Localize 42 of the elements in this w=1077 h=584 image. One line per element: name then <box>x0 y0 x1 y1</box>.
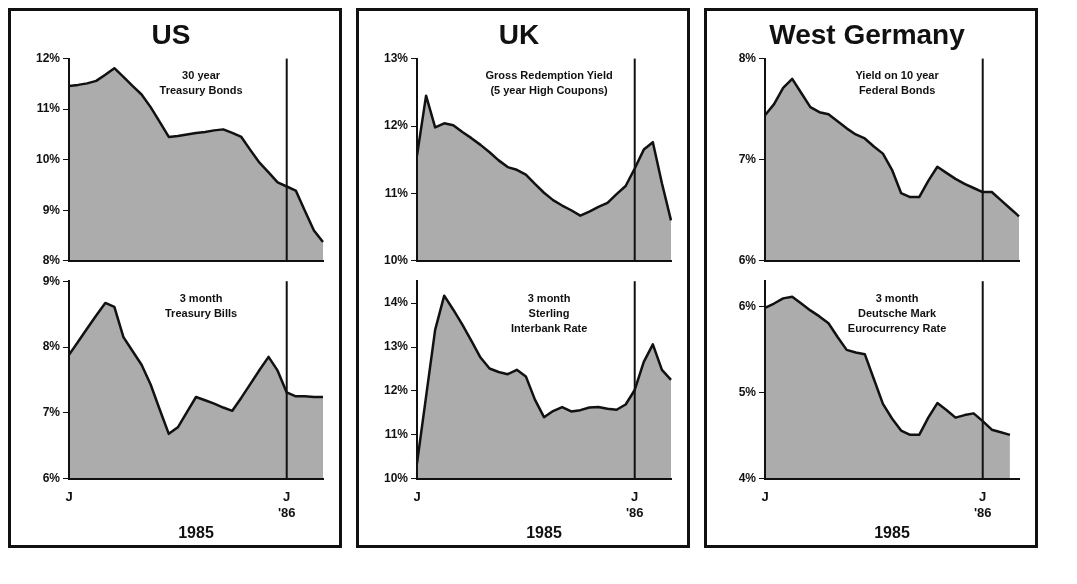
y-tick-label: 9% <box>42 273 61 288</box>
y-tick-label: 10% <box>383 253 409 268</box>
y-tick-label: 5% <box>738 385 757 400</box>
y-tick-label: 14% <box>383 295 409 310</box>
y-tick-label: 4% <box>738 470 757 485</box>
x-tick-label: J <box>413 488 421 504</box>
x-tick-label: J '86 <box>973 488 992 520</box>
y-tick-label: 10% <box>35 152 61 167</box>
y-tick-label: 11% <box>384 185 409 200</box>
y-tick-label: 10% <box>383 470 409 485</box>
y-tick-label: 6% <box>738 299 757 314</box>
x-tick-label: J <box>761 488 769 504</box>
y-tick-label: 13% <box>383 339 409 354</box>
x-axis-title: 1985 <box>526 523 562 541</box>
x-axis-title: 1985 <box>874 523 910 541</box>
x-tick-label: J '86 <box>625 488 644 520</box>
x-tick-label: J <box>65 488 73 504</box>
y-tick-label: 8% <box>738 50 757 65</box>
chart-title: UK <box>498 18 540 50</box>
y-tick-label: 11% <box>384 427 409 442</box>
y-tick-label: 7% <box>42 405 61 420</box>
y-tick-label: 9% <box>42 202 61 217</box>
series-label: 30 year Treasury Bonds <box>159 69 243 97</box>
y-tick-label: 7% <box>738 152 757 167</box>
chart-title: US <box>151 18 191 50</box>
chart-title: West Germany <box>769 18 966 50</box>
y-tick-label: 12% <box>35 50 61 65</box>
text: Yield on 10 year Federal Bonds <box>855 69 940 97</box>
x-axis-title: 1985 <box>178 523 214 541</box>
text: Gross Redemption Yield (5 year High Coupons) <box>485 69 613 97</box>
y-tick-label: 8% <box>42 253 61 268</box>
y-tick-label: 6% <box>42 470 61 485</box>
x-tick-label: J '86 <box>277 488 296 520</box>
y-tick-label: 6% <box>738 253 757 268</box>
y-tick-label: 11% <box>36 101 61 116</box>
y-tick-label: 8% <box>42 339 61 354</box>
text: 3 month Treasury Bills <box>165 291 238 319</box>
text: 3 month Sterling Interbank Rate <box>510 291 588 334</box>
series-label: 3 month Deutsche Mark Eurocurrency Rate <box>847 291 947 334</box>
y-tick-label: 12% <box>383 118 409 133</box>
y-tick-label: 12% <box>383 383 409 398</box>
y-tick-label: 13% <box>383 50 409 65</box>
